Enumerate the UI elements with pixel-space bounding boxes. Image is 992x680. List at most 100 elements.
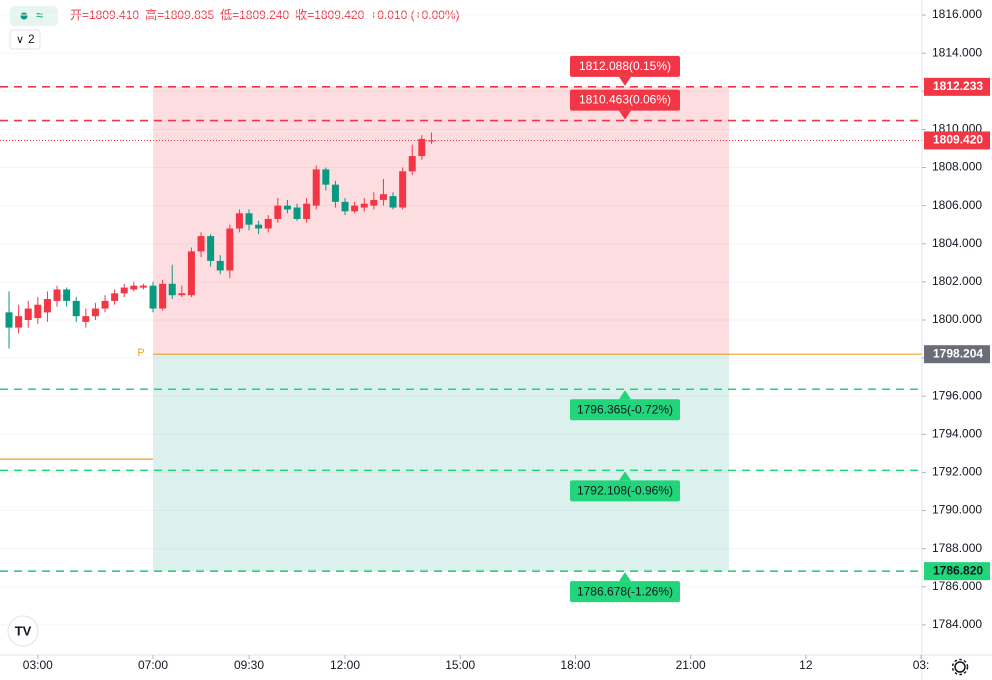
candle-body (207, 236, 215, 261)
loss-zone (153, 354, 730, 572)
candle-body (331, 184, 339, 202)
candle-body (360, 203, 368, 208)
x-tick-label: 12:00 (330, 658, 360, 672)
candle-body (255, 224, 263, 229)
x-tick-label: 12 (799, 658, 813, 672)
candle-body (168, 283, 176, 296)
x-tick-label: 21:00 (676, 658, 706, 672)
y-tick-label: 1804.000 (932, 236, 982, 250)
x-tick-label: 07:00 (138, 658, 168, 672)
candle-body (120, 287, 128, 294)
candle-body (149, 285, 157, 309)
y-tick-label: 1790.000 (932, 503, 982, 517)
status-dot (20, 12, 28, 20)
tv-logo[interactable]: TV (7, 615, 39, 647)
target-box (570, 399, 680, 421)
candle-body (274, 205, 282, 219)
candle-body (15, 316, 23, 328)
y-tick-label: 1788.000 (932, 541, 982, 555)
candle-body (303, 203, 311, 219)
y-tick-label: 1814.000 (932, 45, 982, 59)
candle-body (283, 205, 291, 210)
candle-body (72, 300, 80, 317)
candle-body (427, 140, 435, 142)
target-arrow (619, 110, 631, 120)
level-axis-label: 1786.820 (933, 563, 983, 577)
target-label: 1786.678(-1.26%) (577, 584, 673, 598)
y-tick-label: 1806.000 (932, 198, 982, 212)
y-tick-label: 1784.000 (932, 617, 982, 631)
target-box (570, 480, 680, 502)
candle-body (91, 308, 99, 317)
svg-text:TV: TV (15, 623, 32, 638)
candle-body (245, 213, 253, 225)
candle-body (139, 285, 147, 288)
candle-body (63, 289, 71, 301)
y-tick-label: 1796.000 (932, 388, 982, 402)
candle-body (216, 260, 224, 271)
legend-count: 2 (28, 32, 35, 46)
target-label: 1792.108(-0.96%) (577, 484, 673, 498)
y-tick-label: 1794.000 (932, 426, 982, 440)
candle-body (379, 194, 387, 200)
candle-body (130, 285, 138, 290)
candle-body (5, 312, 13, 328)
candle-body (293, 207, 301, 219)
candle-body (34, 304, 42, 319)
x-tick-label: 18:00 (560, 658, 590, 672)
candle-body (53, 289, 61, 301)
candle-body (322, 169, 330, 185)
candle-body (264, 218, 272, 229)
legend-toggle-icon: ∨ (16, 34, 24, 46)
level-axis-box (924, 77, 990, 96)
target-box (570, 89, 680, 111)
candle-body (408, 156, 416, 172)
candle-body (197, 236, 205, 252)
candle-body (370, 199, 378, 206)
candle-body (82, 316, 90, 322)
legend-toggle[interactable] (9, 29, 41, 50)
settings-gear[interactable] (951, 658, 969, 676)
candle-body (24, 308, 32, 320)
status-badge[interactable] (10, 6, 58, 26)
target-label: 1812.088(0.15%) (579, 59, 671, 73)
y-tick-label: 1800.000 (932, 312, 982, 326)
candle-body (418, 138, 426, 157)
candle-body (187, 251, 195, 296)
candle-body (235, 213, 243, 229)
candle-body (341, 201, 349, 212)
candle-body (389, 196, 397, 208)
target-label: 1810.463(0.06%) (579, 93, 671, 107)
target-arrow (619, 572, 631, 582)
candle-body (43, 299, 51, 313)
y-tick-label: 1792.000 (932, 465, 982, 479)
candle-body (101, 300, 109, 309)
y-tick-label: 1802.000 (932, 274, 982, 288)
pivot-axis-box (924, 345, 990, 364)
x-tick-label: 09:30 (234, 658, 264, 672)
y-tick-label: 1816.000 (932, 7, 982, 21)
y-tick-label: 1786.000 (932, 579, 982, 593)
level-axis-label: 1812.233 (933, 79, 983, 93)
candle-body (312, 169, 320, 206)
candle-body (351, 205, 359, 212)
target-arrow (619, 471, 631, 481)
candle-body (111, 293, 119, 301)
candle-body (399, 171, 407, 208)
target-box (570, 55, 680, 77)
last-price-label: 1809.420 (933, 133, 983, 147)
target-box (570, 581, 680, 603)
last-price-box (924, 131, 990, 150)
candle-body (159, 283, 167, 309)
pivot-axis-label: 1798.204 (933, 346, 983, 360)
target-arrow (619, 76, 631, 86)
x-tick-label: 03: (913, 658, 930, 672)
level-axis-box (924, 562, 990, 581)
pivot-marker: P (137, 347, 144, 359)
target-label: 1796.365(-0.72%) (577, 402, 673, 416)
target-arrow (619, 390, 631, 400)
plot (0, 14, 922, 626)
candle-body (178, 293, 186, 296)
x-tick-label: 03:00 (23, 658, 53, 672)
